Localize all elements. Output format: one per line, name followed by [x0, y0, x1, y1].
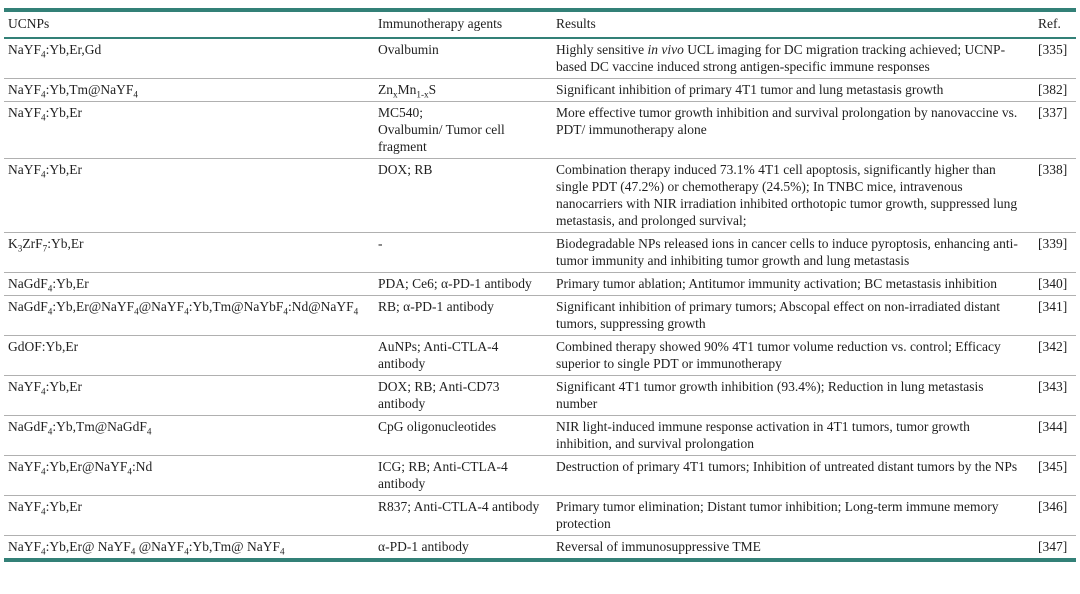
agents-cell: AuNPs; Anti-CTLA-4 antibody — [378, 339, 499, 371]
results-cell: Combination therapy induced 73.1% 4T1 ce… — [556, 162, 1018, 228]
table-row: NaGdF4:Yb,Er PDA; Ce6; α-PD-1 antibody P… — [4, 273, 1076, 296]
results-cell: Significant inhibition of primary tumors… — [556, 299, 1001, 331]
agents-cell: MC540; Ovalbumin/ Tumor cell fragment — [378, 105, 505, 154]
table-row: NaYF4:Yb,Er MC540; Ovalbumin/ Tumor cell… — [4, 102, 1076, 159]
table-row: NaYF4:Yb,Er DOX; RB; Anti-CD73 antibody … — [4, 376, 1076, 416]
agents-cell: RB; α-PD-1 antibody — [378, 299, 494, 314]
table-body: NaYF4:Yb,Er,Gd Ovalbumin Highly sensitiv… — [4, 38, 1076, 560]
agents-cell: ZnxMn1-xS — [378, 82, 437, 100]
agents-cell: - — [378, 236, 383, 251]
agents-cell: ICG; RB; Anti-CTLA-4 antibody — [378, 459, 508, 491]
ref-cell: [338] — [1038, 162, 1068, 177]
agents-cell: CpG oligonucleotides — [378, 419, 497, 434]
ref-cell: [342] — [1038, 339, 1068, 354]
agents-cell: α-PD-1 antibody — [378, 539, 469, 554]
ref-cell: [339] — [1038, 236, 1068, 251]
ucnp-cell: K3ZrF7:Yb,Er — [8, 236, 84, 254]
ref-cell: [347] — [1038, 539, 1068, 554]
results-cell: Significant 4T1 tumor growth inhibition … — [556, 379, 984, 411]
results-cell: Primary tumor elimination; Distant tumor… — [556, 499, 999, 531]
ref-cell: [343] — [1038, 379, 1068, 394]
ref-cell: [344] — [1038, 419, 1068, 434]
agents-cell: DOX; RB — [378, 162, 433, 177]
results-cell: Primary tumor ablation; Antitumor immuni… — [556, 276, 997, 291]
col-header-ucnps: UCNPs — [8, 16, 50, 31]
ucnp-cell: NaGdF4:Yb,Er@NaYF4@NaYF4:Yb,Tm@NaYbF4:Nd… — [8, 299, 359, 317]
agents-cell: PDA; Ce6; α-PD-1 antibody — [378, 276, 532, 291]
results-cell: Reversal of immunosuppressive TME — [556, 539, 761, 554]
results-cell: Combined therapy showed 90% 4T1 tumor vo… — [556, 339, 1001, 371]
results-cell: Highly sensitive in vivo UCL imaging for… — [556, 42, 1006, 74]
ucnp-cell: GdOF:Yb,Er — [8, 339, 79, 354]
table-row: NaGdF4:Yb,Er@NaYF4@NaYF4:Yb,Tm@NaYbF4:Nd… — [4, 296, 1076, 336]
results-cell: Biodegradable NPs released ions in cance… — [556, 236, 1018, 268]
table-row: NaYF4:Yb,Tm@NaYF4 ZnxMn1-xS Significant … — [4, 79, 1076, 102]
results-cell: Significant inhibition of primary 4T1 tu… — [556, 82, 944, 97]
ucnp-cell: NaYF4:Yb,Er@ NaYF4 @NaYF4:Yb,Tm@ NaYF4 — [8, 539, 285, 557]
ucnp-cell: NaGdF4:Yb,Er — [8, 276, 89, 294]
ref-cell: [340] — [1038, 276, 1068, 291]
header-row: UCNPs Immunotherapy agents Results Ref. — [4, 10, 1076, 38]
table-row: NaYF4:Yb,Er@ NaYF4 @NaYF4:Yb,Tm@ NaYF4 α… — [4, 536, 1076, 561]
ucnp-immunotherapy-table: UCNPs Immunotherapy agents Results Ref. … — [4, 8, 1076, 562]
results-cell: Destruction of primary 4T1 tumors; Inhib… — [556, 459, 1018, 474]
ucnp-cell: NaYF4:Yb,Er,Gd — [8, 42, 102, 60]
col-header-results: Results — [556, 16, 596, 31]
agents-cell: Ovalbumin — [378, 42, 439, 57]
results-cell: More effective tumor growth inhibition a… — [556, 105, 1018, 137]
ref-cell: [335] — [1038, 42, 1068, 57]
table-row: K3ZrF7:Yb,Er - Biodegradable NPs release… — [4, 233, 1076, 273]
page: UCNPs Immunotherapy agents Results Ref. … — [4, 8, 1076, 562]
ucnp-cell: NaYF4:Yb,Er@NaYF4:Nd — [8, 459, 153, 477]
ref-cell: [382] — [1038, 82, 1068, 97]
ucnp-cell: NaYF4:Yb,Er — [8, 105, 82, 123]
table-row: NaYF4:Yb,Er,Gd Ovalbumin Highly sensitiv… — [4, 38, 1076, 79]
table-row: NaGdF4:Yb,Tm@NaGdF4 CpG oligonucleotides… — [4, 416, 1076, 456]
ref-cell: [337] — [1038, 105, 1068, 120]
results-cell: NIR light-induced immune response activa… — [556, 419, 970, 451]
ref-cell: [345] — [1038, 459, 1068, 474]
ucnp-cell: NaYF4:Yb,Er — [8, 379, 82, 397]
agents-cell: DOX; RB; Anti-CD73 antibody — [378, 379, 500, 411]
table-row: NaYF4:Yb,Er DOX; RB Combination therapy … — [4, 159, 1076, 233]
ucnp-cell: NaGdF4:Yb,Tm@NaGdF4 — [8, 419, 152, 437]
table-header: UCNPs Immunotherapy agents Results Ref. — [4, 10, 1076, 38]
col-header-ref: Ref. — [1038, 16, 1061, 31]
col-header-immunotherapy-agents: Immunotherapy agents — [378, 16, 503, 31]
ucnp-cell: NaYF4:Yb,Er — [8, 162, 82, 180]
ucnp-cell: NaYF4:Yb,Tm@NaYF4 — [8, 82, 138, 100]
table-row: NaYF4:Yb,Er R837; Anti-CTLA-4 antibody P… — [4, 496, 1076, 536]
table-row: NaYF4:Yb,Er@NaYF4:Nd ICG; RB; Anti-CTLA-… — [4, 456, 1076, 496]
ucnp-cell: NaYF4:Yb,Er — [8, 499, 82, 517]
table-row: GdOF:Yb,Er AuNPs; Anti-CTLA-4 antibody C… — [4, 336, 1076, 376]
ref-cell: [341] — [1038, 299, 1068, 314]
ref-cell: [346] — [1038, 499, 1068, 514]
agents-cell: R837; Anti-CTLA-4 antibody — [378, 499, 540, 514]
